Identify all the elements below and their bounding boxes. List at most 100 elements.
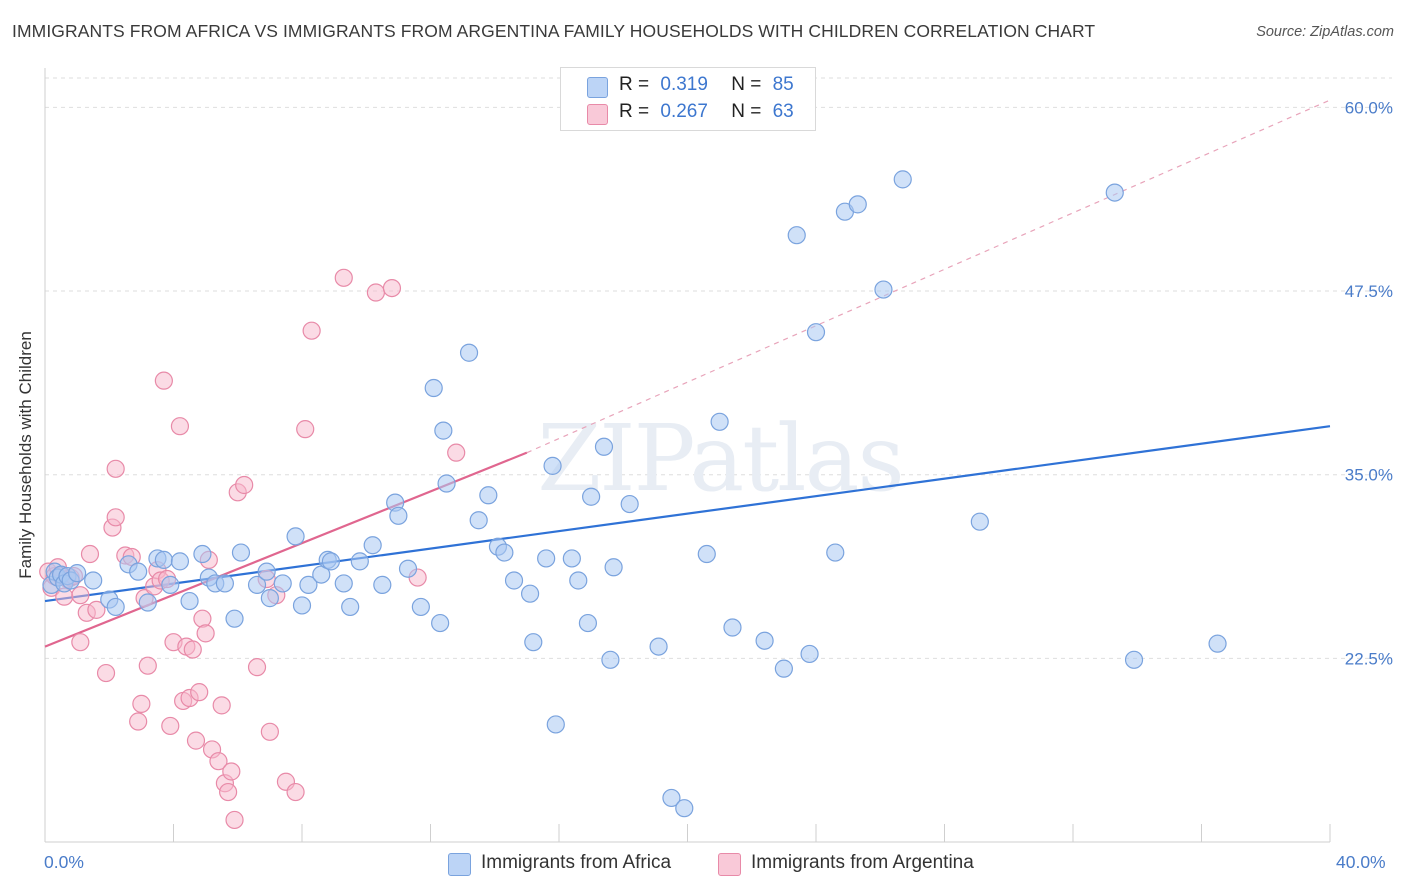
- series-label-africa: Immigrants from Africa: [481, 852, 672, 873]
- r-label: R =: [619, 74, 650, 95]
- argentina-point: [225, 810, 244, 830]
- r-label: R =: [619, 101, 650, 122]
- argentina-point: [366, 283, 385, 302]
- africa-point: [604, 558, 623, 577]
- argentina-point: [260, 722, 279, 741]
- argentina-point: [106, 508, 125, 527]
- argentina-point: [138, 656, 157, 675]
- argentina-point: [247, 658, 267, 677]
- africa-point: [286, 527, 305, 546]
- africa-point: [662, 788, 681, 808]
- africa-point: [562, 549, 581, 568]
- africa-point: [424, 378, 443, 398]
- y-tick-label: 22.5%: [1345, 649, 1393, 668]
- n-label: N =: [731, 101, 762, 122]
- africa-point: [299, 575, 318, 594]
- argentina-points: [39, 268, 466, 830]
- argentina-point: [382, 279, 402, 298]
- series-label-argentina: Immigrants from Argentina: [751, 852, 974, 873]
- argentina-point: [334, 268, 353, 287]
- legend-swatch-argentina: [587, 104, 608, 125]
- y-tick-labels: 22.5% 35.0% 47.5% 60.0%: [1345, 98, 1393, 668]
- africa-point: [537, 549, 556, 568]
- africa-point: [154, 550, 173, 570]
- argentina-point: [219, 782, 238, 802]
- africa-point: [723, 618, 742, 637]
- africa-point: [495, 543, 514, 562]
- argentina-point: [129, 712, 148, 731]
- argentina-point: [193, 609, 212, 628]
- correlation-legend: R = 0.319 N = 85 R = 0.267 N = 63: [560, 67, 816, 131]
- africa-point: [479, 486, 498, 505]
- argentina-point: [196, 624, 215, 643]
- x-tick-label-max: 40.0%: [1336, 852, 1386, 872]
- argentina-point: [209, 752, 228, 771]
- argentina-point: [286, 782, 305, 802]
- africa-point: [787, 226, 806, 245]
- argentina-point: [212, 696, 231, 715]
- africa-point: [260, 589, 279, 608]
- africa-point: [321, 552, 341, 571]
- y-tick-label: 60.0%: [1345, 98, 1393, 117]
- africa-point: [161, 575, 180, 594]
- n-label: N =: [731, 74, 762, 95]
- africa-point: [806, 323, 826, 342]
- africa-point: [582, 487, 601, 506]
- argentina-point: [96, 663, 116, 683]
- argentina-point: [132, 694, 151, 713]
- africa-point: [520, 584, 540, 603]
- x-tick-label-min: 0.0%: [44, 852, 84, 872]
- africa-point: [594, 437, 614, 456]
- africa-point: [543, 456, 562, 475]
- africa-point: [578, 613, 598, 633]
- argentina-point: [71, 633, 90, 652]
- africa-point: [334, 574, 353, 593]
- africa-point: [431, 613, 450, 633]
- africa-point: [826, 543, 845, 562]
- africa-point: [170, 552, 190, 571]
- argentina-point: [190, 683, 209, 702]
- r-value-africa: 0.319: [660, 74, 708, 95]
- trend-lines: [44, 99, 1331, 648]
- africa-point: [697, 544, 716, 564]
- africa-point: [1208, 634, 1227, 653]
- africa-points: [42, 170, 1227, 818]
- africa-point: [893, 170, 912, 189]
- africa-point: [373, 575, 392, 594]
- grid-lines: [45, 77, 1392, 659]
- africa-point: [970, 512, 989, 531]
- africa-point: [546, 715, 565, 734]
- africa-point: [874, 280, 893, 299]
- africa-point: [247, 575, 267, 594]
- africa-point: [1124, 650, 1144, 669]
- source-label: Source: ZipAtlas.com: [1256, 24, 1394, 40]
- africa-point: [434, 421, 453, 440]
- africa-point: [180, 591, 199, 611]
- africa-point: [106, 597, 125, 617]
- africa-point: [257, 562, 276, 581]
- africa-point: [363, 536, 382, 555]
- argentina-point: [154, 371, 173, 390]
- africa-point: [710, 412, 729, 431]
- africa-point: [193, 544, 212, 564]
- africa-point: [129, 562, 148, 581]
- argentina-point: [161, 716, 180, 736]
- argentina-point: [186, 731, 206, 750]
- africa-point: [68, 564, 87, 583]
- africa-point: [84, 571, 103, 590]
- africa-point: [1105, 183, 1124, 202]
- africa-point: [341, 597, 360, 617]
- africa-point: [755, 631, 774, 650]
- argentina-point: [222, 762, 241, 781]
- africa-point: [138, 593, 157, 612]
- africa-point: [231, 543, 251, 562]
- africa-point: [524, 633, 543, 652]
- series-legend: Immigrants from Africa Immigrants from A…: [0, 852, 1406, 878]
- argentina-point: [447, 443, 466, 462]
- africa-point: [398, 559, 418, 578]
- africa-point: [292, 596, 312, 615]
- africa-point: [215, 574, 234, 593]
- africa-point: [848, 195, 867, 214]
- y-tick-label: 35.0%: [1345, 466, 1393, 485]
